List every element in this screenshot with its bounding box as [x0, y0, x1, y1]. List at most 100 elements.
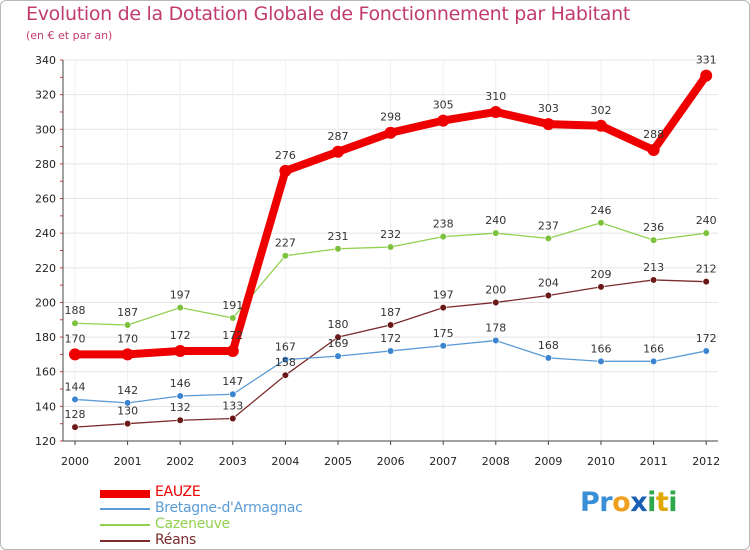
data-label-eauze: 172: [222, 329, 243, 342]
y-tick-label: 260: [35, 193, 56, 206]
data-point-cazeneuve: [71, 319, 79, 327]
data-label-reans: 158: [275, 356, 296, 369]
y-tick-label: 160: [35, 366, 56, 379]
data-point-eauze: [332, 145, 344, 158]
x-tick-label: 2003: [219, 455, 247, 468]
data-label-cazeneuve: 227: [275, 237, 296, 250]
legend-label-eauze: EAUZE: [155, 484, 201, 500]
data-point-cazeneuve: [439, 233, 447, 241]
x-tick-label: 2008: [482, 455, 510, 468]
data-point-eauze: [700, 69, 713, 82]
data-point-cazeneuve: [544, 234, 553, 242]
chart-title: Evolution de la Dotation Globale de Fonc…: [26, 3, 631, 25]
brand-letter: P: [580, 487, 600, 518]
data-label-bretagne: 175: [433, 327, 454, 340]
legend-swatch-cazeneuve: [100, 524, 150, 526]
data-point-reans: [281, 371, 290, 379]
y-tick-label: 280: [35, 158, 56, 171]
data-point-eauze: [279, 164, 292, 177]
data-label-reans: 187: [380, 306, 401, 319]
data-label-cazeneuve: 197: [170, 289, 191, 302]
data-point-bretagne: [176, 392, 184, 400]
data-label-cazeneuve: 232: [380, 228, 401, 241]
data-point-reans: [387, 321, 395, 329]
data-label-reans: 133: [222, 399, 243, 412]
data-label-bretagne: 167: [275, 341, 296, 354]
data-label-bretagne: 142: [117, 384, 138, 397]
data-point-eauze: [489, 105, 502, 118]
data-point-bretagne: [702, 347, 710, 355]
data-label-bretagne: 144: [65, 380, 86, 393]
data-label-cazeneuve: 237: [538, 219, 559, 232]
x-tick-label: 2011: [640, 455, 668, 468]
data-label-eauze: 287: [328, 130, 349, 143]
data-point-cazeneuve: [492, 229, 500, 237]
data-label-eauze: 303: [538, 102, 559, 115]
data-point-bretagne: [229, 390, 237, 398]
data-point-reans: [123, 420, 132, 428]
data-point-cazeneuve: [281, 252, 290, 260]
y-tick-label: 180: [35, 331, 56, 344]
y-tick-label: 140: [35, 400, 56, 413]
x-tick-label: 2009: [534, 455, 562, 468]
data-label-bretagne: 172: [696, 332, 717, 345]
data-label-bretagne: 147: [222, 375, 243, 388]
data-point-bretagne: [492, 336, 500, 345]
data-label-cazeneuve: 236: [643, 221, 664, 234]
data-point-cazeneuve: [176, 304, 184, 312]
brand-letter: i: [668, 487, 678, 518]
data-label-eauze: 298: [380, 111, 401, 124]
data-point-reans: [544, 291, 553, 300]
data-point-bretagne: [123, 399, 132, 407]
data-label-bretagne: 146: [170, 377, 191, 390]
data-point-eauze: [174, 344, 187, 357]
y-tick-label: 340: [35, 54, 56, 67]
data-label-reans: 204: [538, 277, 559, 290]
data-point-eauze: [226, 344, 239, 357]
x-tick-label: 2006: [377, 455, 405, 468]
data-label-eauze: 310: [485, 90, 506, 103]
data-point-reans: [597, 283, 605, 291]
brand-letter: o: [612, 487, 631, 518]
data-point-bretagne: [544, 354, 553, 362]
data-point-bretagne: [439, 342, 447, 350]
data-label-eauze: 170: [65, 332, 86, 345]
data-label-reans: 213: [643, 261, 664, 274]
y-tick-label: 320: [35, 89, 56, 102]
x-tick-label: 2001: [114, 455, 142, 468]
data-label-cazeneuve: 240: [696, 214, 717, 227]
brand-logo[interactable]: Proxiti: [580, 487, 678, 518]
data-label-cazeneuve: 191: [222, 299, 243, 312]
legend-swatch-reans: [100, 540, 150, 542]
data-point-eauze: [647, 144, 660, 157]
brand-letter: t: [655, 487, 669, 518]
data-point-reans: [176, 416, 184, 424]
brand-letter: r: [599, 487, 613, 518]
y-tick-label: 120: [35, 435, 56, 448]
data-point-eauze: [437, 114, 450, 127]
data-point-bretagne: [281, 356, 290, 364]
data-point-cazeneuve: [702, 229, 710, 237]
data-point-cazeneuve: [597, 219, 605, 227]
data-point-eauze: [384, 126, 397, 139]
data-point-reans: [492, 298, 500, 307]
data-label-cazeneuve: 231: [328, 230, 349, 243]
data-label-reans: 209: [591, 268, 612, 281]
legend-label-reans: Réans: [155, 532, 196, 548]
data-label-eauze: 331: [696, 54, 717, 67]
data-label-bretagne: 168: [538, 339, 559, 352]
data-label-bretagne: 178: [485, 322, 506, 335]
data-point-bretagne: [597, 357, 605, 365]
x-tick-label: 2005: [324, 455, 352, 468]
data-label-eauze: 305: [433, 99, 454, 112]
data-point-eauze: [121, 348, 134, 361]
data-point-cazeneuve: [649, 236, 658, 244]
data-label-cazeneuve: 246: [591, 204, 612, 217]
brand-letter: x: [630, 487, 648, 518]
brand-letter: i: [647, 487, 656, 518]
legend-label-bretagne: Bretagne-d'Armagnac: [155, 500, 303, 516]
data-point-cazeneuve: [123, 321, 132, 329]
data-point-cazeneuve: [387, 243, 395, 251]
